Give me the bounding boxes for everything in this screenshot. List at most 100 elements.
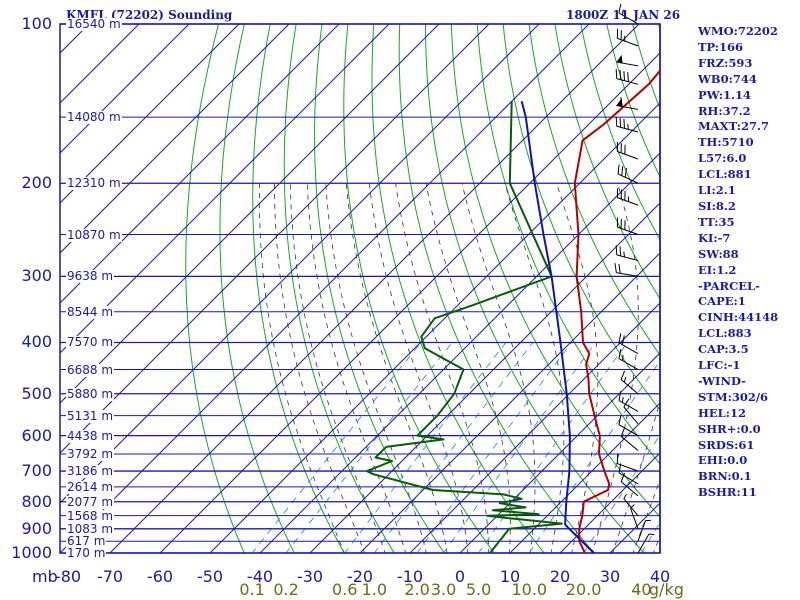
moist-adiabat-line [612, 399, 660, 553]
mixing-ratio-label: 0.6 [332, 580, 358, 599]
wind-barb [620, 427, 639, 451]
index-item: FRZ:593 [698, 55, 753, 70]
temperature-tick-label: -20 [346, 567, 374, 586]
isotherm-line [60, 24, 390, 354]
mixing-ratio-line [251, 342, 422, 553]
temperature-tick-label: -50 [196, 567, 224, 586]
index-item: -PARCEL- [698, 278, 760, 293]
dry-adiabat-line [554, 24, 660, 300]
index-item: CAPE:1 [698, 294, 746, 309]
moist-adiabat-line [556, 183, 599, 553]
wind-barb [616, 142, 639, 160]
index-item: TT:35 [698, 214, 735, 229]
index-item: CAP:3.5 [698, 342, 749, 357]
wind-barb [637, 533, 655, 554]
dry-adiabat-line [398, 24, 595, 553]
height-label: 6688 m [66, 362, 115, 377]
index-item: TH:5710 [698, 135, 754, 150]
height-label: 2614 m [66, 479, 115, 494]
dry-adiabat-line [343, 24, 495, 553]
temperature-tick-label: 10 [499, 567, 521, 586]
dewpoint-trace [365, 101, 563, 553]
wind-barb [618, 3, 639, 25]
height-label: 617 m [66, 534, 107, 549]
height-label: 14080 m [66, 110, 122, 125]
pressure-tick-label: 300 [21, 266, 52, 286]
index-item: SHR+:0.0 [698, 421, 761, 436]
isotherm-line [60, 24, 290, 254]
wind-barb [623, 398, 639, 425]
pressure-tick-label: 1000 [11, 543, 52, 562]
sounding-time: 1800Z 11 JAN 26 [566, 8, 681, 22]
isotherm-line [459, 352, 660, 553]
pressure-tick-label: 200 [21, 173, 52, 193]
wind-barb [637, 519, 651, 542]
wind-barb [614, 263, 639, 277]
index-item: EI:1.2 [698, 262, 737, 277]
dry-adiabat-line [450, 24, 660, 518]
moist-adiabat-line [258, 183, 345, 553]
index-item: LI:2.1 [698, 183, 736, 198]
height-label: 12310 m [66, 176, 122, 191]
mixing-ratio-label: 2.0 [404, 580, 430, 599]
temperature-tick-label: -40 [246, 567, 274, 586]
temperature-tick-label: 0 [454, 567, 466, 586]
mixing-ratio-line [373, 342, 534, 553]
dry-adiabat-line [424, 24, 645, 553]
isotherm-line [509, 402, 660, 553]
isotherm-line [60, 24, 490, 454]
pressure-tick-label: 500 [21, 383, 52, 403]
index-item: BRN:0.1 [698, 469, 752, 484]
wind-barb [616, 54, 639, 67]
wind-barb [620, 370, 639, 395]
height-label: 9638 m [66, 269, 115, 284]
dry-adiabat-line [314, 24, 445, 553]
index-item: SW:88 [698, 246, 739, 261]
wind-barb [617, 164, 639, 184]
wind-barb [615, 69, 639, 85]
wind-barb [618, 349, 639, 370]
isotherm-line [60, 24, 590, 553]
height-label: 5880 m [66, 386, 115, 401]
isotherm-line [159, 52, 660, 553]
height-label: 3186 m [66, 464, 115, 479]
wind-barb [618, 333, 639, 355]
height-label: 7570 m [66, 335, 115, 350]
mixing-ratio-line [583, 434, 660, 553]
isotherm-line [259, 152, 660, 553]
mixing-ratio-label: 10.0 [511, 580, 548, 599]
index-item: LFC:-1 [698, 358, 741, 373]
mixing-ratio-label: 5.0 [465, 580, 492, 599]
dry-adiabat-line [528, 24, 660, 356]
temperature-tick-label: 20 [549, 567, 571, 586]
height-label: 16540 m [66, 17, 122, 31]
moist-adiabat-line [504, 183, 565, 553]
pressure-unit-label: mb [32, 567, 58, 586]
index-item: TP:166 [698, 39, 744, 54]
temperature-tick-label: -10 [396, 567, 424, 586]
height-label: 1083 m [66, 521, 115, 536]
wind-barb [616, 217, 639, 235]
index-item: HEL:12 [698, 405, 746, 420]
mixing-ratio-label: 40 [631, 580, 652, 599]
index-item: BSHR:11 [698, 485, 757, 500]
height-label: 8544 m [66, 304, 115, 319]
moist-adiabat-line [306, 183, 407, 553]
mixing-ratio-label: 0.1 [239, 580, 265, 599]
isotherm-line [359, 252, 660, 553]
moist-adiabat-line [591, 183, 639, 553]
height-label: 3792 m [66, 447, 115, 462]
pressure-tick-label: 800 [21, 491, 52, 511]
dry-adiabat-line [283, 24, 395, 553]
mixing-ratio-unit-label: g/kg [648, 580, 684, 599]
mixing-ratio-label: 3.0 [430, 580, 457, 599]
index-item: KI:-7 [698, 230, 731, 245]
index-item: WB0:744 [698, 71, 757, 86]
moist-adiabat-line [368, 183, 469, 553]
mixing-ratio-label: 1.0 [361, 580, 388, 599]
wind-barb [618, 463, 639, 485]
wind-barb [616, 97, 639, 110]
index-item: CINH:44148 [698, 310, 779, 325]
wind-barb [616, 28, 639, 47]
